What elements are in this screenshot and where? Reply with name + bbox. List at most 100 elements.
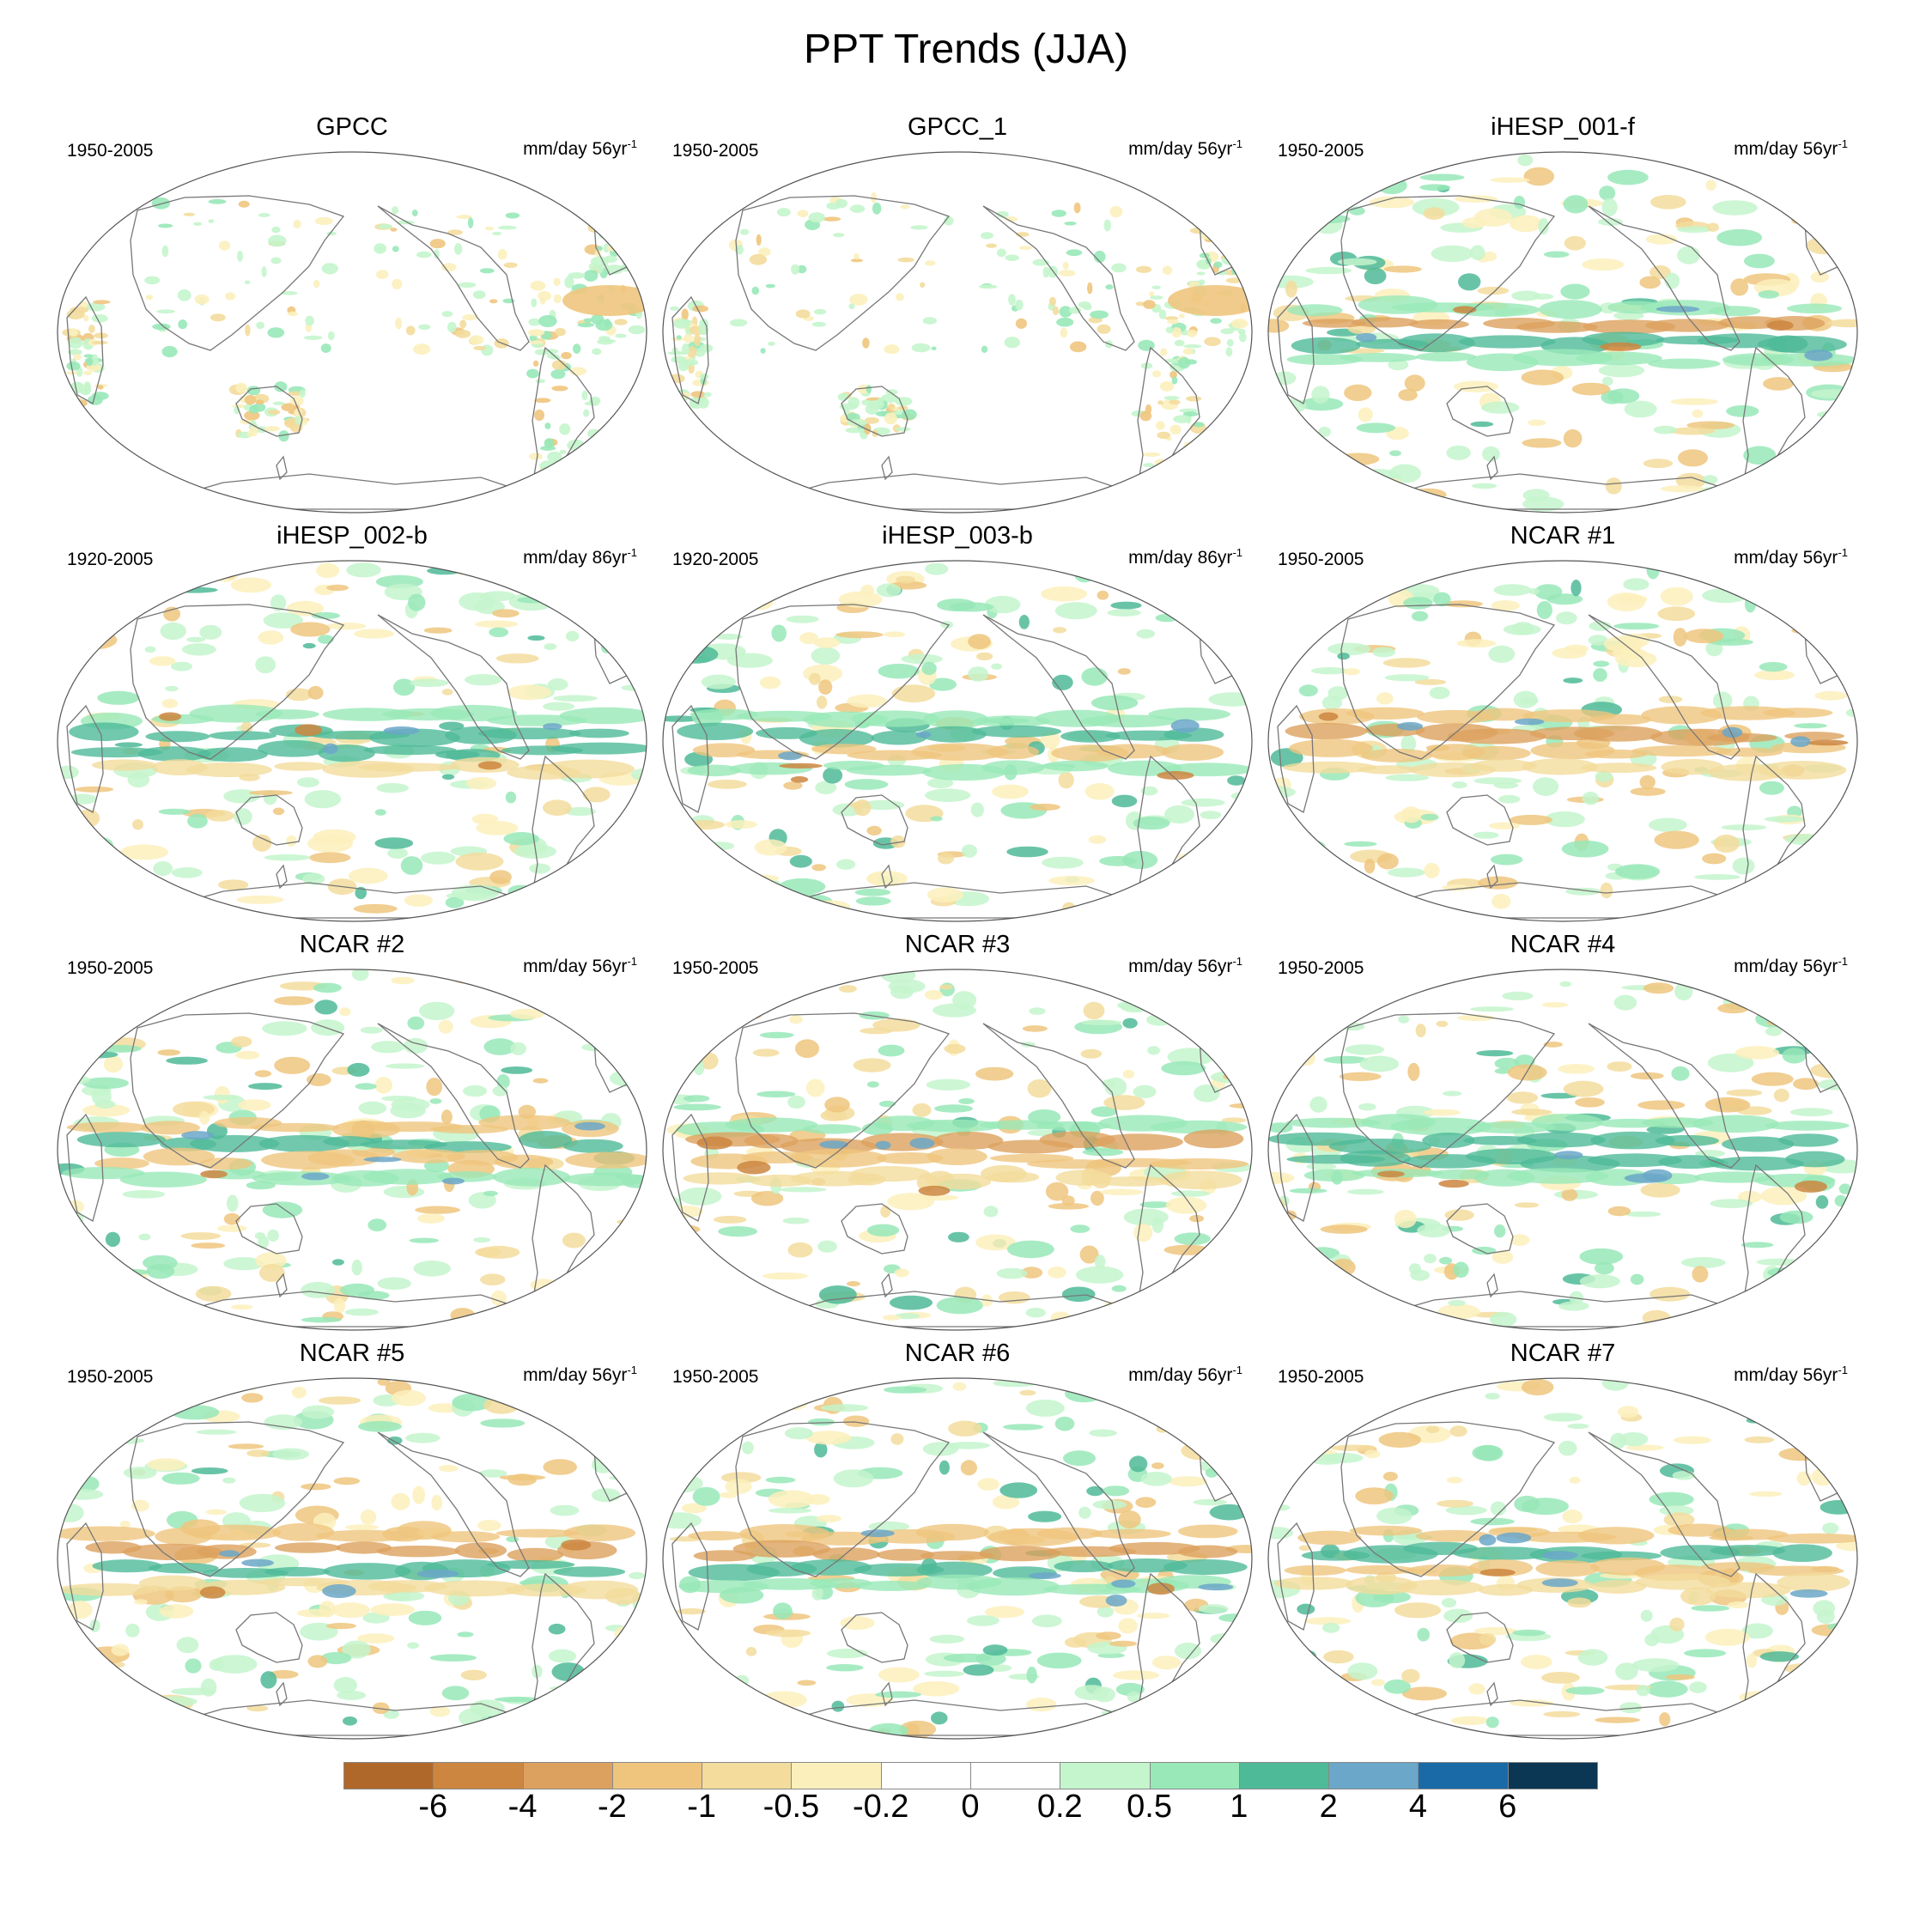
trend-blob [234, 808, 252, 825]
trend-blob [564, 276, 574, 289]
map-border [57, 560, 647, 922]
trend-blob [1684, 1649, 1727, 1658]
trend-blob [1157, 400, 1163, 405]
trend-blob [1617, 1406, 1639, 1419]
trend-blob [355, 886, 368, 900]
trend-blob [489, 627, 509, 637]
trend-blob [358, 1101, 387, 1115]
trend-blob [671, 355, 687, 363]
trend-blob [1139, 1201, 1172, 1208]
trend-blob [1111, 794, 1138, 808]
trend-blob [1163, 396, 1180, 400]
trend-blob [544, 643, 557, 651]
trend-blob [97, 385, 104, 390]
trend-blob [69, 722, 139, 741]
trend-blob [1127, 983, 1170, 990]
panel-title: NCAR #1 [1510, 522, 1616, 550]
trend-blob [256, 321, 264, 330]
trend-blob [1054, 602, 1097, 620]
trend-blob [331, 1602, 371, 1619]
trend-blob [1601, 376, 1613, 386]
trend-blob [368, 1218, 387, 1232]
trend-blob [1091, 1106, 1118, 1117]
trend-blob [831, 1700, 845, 1712]
trend-blob [1161, 1060, 1206, 1076]
trend-blob [186, 636, 206, 643]
trend-blob [1451, 781, 1467, 789]
trend-blob [236, 895, 284, 904]
coastline [1340, 1421, 1556, 1577]
trend-blob [1453, 1261, 1469, 1279]
coastline [735, 195, 951, 351]
trend-blob [1081, 667, 1108, 686]
trend-blob [535, 379, 546, 384]
trend-blob [199, 1110, 210, 1125]
trend-blob [1289, 738, 1373, 757]
map-background [58, 152, 647, 513]
coastline [66, 295, 104, 404]
trend-blob [901, 409, 917, 420]
trend-blob [909, 1138, 935, 1149]
trend-blob [1477, 286, 1510, 295]
panel-units-exponent: -1 [1232, 546, 1242, 559]
trend-blob [377, 1277, 411, 1291]
trend-blob [1200, 1406, 1228, 1423]
trend-blob [675, 613, 693, 623]
trend-blob [416, 251, 432, 258]
trend-blob [601, 194, 614, 206]
trend-blob [678, 1290, 711, 1308]
trend-blob [1231, 264, 1238, 276]
trend-blob [1004, 337, 1020, 349]
trend-blob [1408, 1263, 1421, 1275]
trend-blob [1796, 904, 1844, 911]
trend-blob [161, 245, 169, 258]
trend-blob [1559, 981, 1571, 987]
trend-blob [614, 319, 628, 325]
trend-blob [1268, 1464, 1303, 1477]
trend-blob [1645, 319, 1729, 332]
trend-blob [157, 223, 173, 228]
trend-blob [563, 1172, 647, 1187]
trend-blob [145, 731, 210, 743]
trend-blob [605, 1388, 626, 1403]
trend-blob [327, 331, 335, 341]
trend-blob [94, 1010, 113, 1018]
trend-blob [1364, 267, 1387, 285]
trend-map [662, 560, 1253, 922]
trend-blob [391, 1492, 410, 1510]
trend-blob [1193, 981, 1217, 994]
trend-blob [66, 361, 81, 371]
trend-blob [1359, 1055, 1400, 1072]
trend-blob [1826, 319, 1857, 328]
panel-units-exponent: -1 [627, 1364, 637, 1376]
trend-blob [551, 360, 567, 370]
trend-blob [1764, 816, 1805, 823]
trend-blob [689, 1313, 719, 1329]
trend-blob [1625, 1444, 1664, 1451]
trend-blob [1201, 906, 1248, 914]
trend-blob [195, 1285, 232, 1302]
trend-blob [1580, 762, 1657, 774]
panel-units: mm/day 56yr-1 [1128, 1364, 1242, 1386]
trend-blob [737, 1290, 775, 1307]
trend-blob [606, 245, 622, 252]
trend-blob [1370, 1309, 1413, 1317]
trend-blob [1708, 306, 1761, 317]
trend-blob [1558, 1064, 1595, 1074]
trend-blob [1094, 1133, 1183, 1151]
trend-blob [799, 632, 819, 645]
trend-blob [87, 583, 115, 601]
trend-blob [773, 1602, 793, 1619]
trend-blob [1122, 1018, 1138, 1029]
trend-blob [185, 1658, 202, 1674]
panel-period: 1950-2005 [1278, 958, 1364, 978]
trend-blob [288, 311, 298, 317]
trend-blob [1546, 593, 1583, 605]
trend-blob [258, 740, 329, 757]
trend-blob [218, 879, 249, 890]
trend-blob [725, 1117, 818, 1133]
trend-blob [866, 871, 908, 887]
trend-blob [1199, 252, 1210, 258]
trend-blob [1080, 714, 1179, 728]
trend-blob [313, 829, 356, 845]
